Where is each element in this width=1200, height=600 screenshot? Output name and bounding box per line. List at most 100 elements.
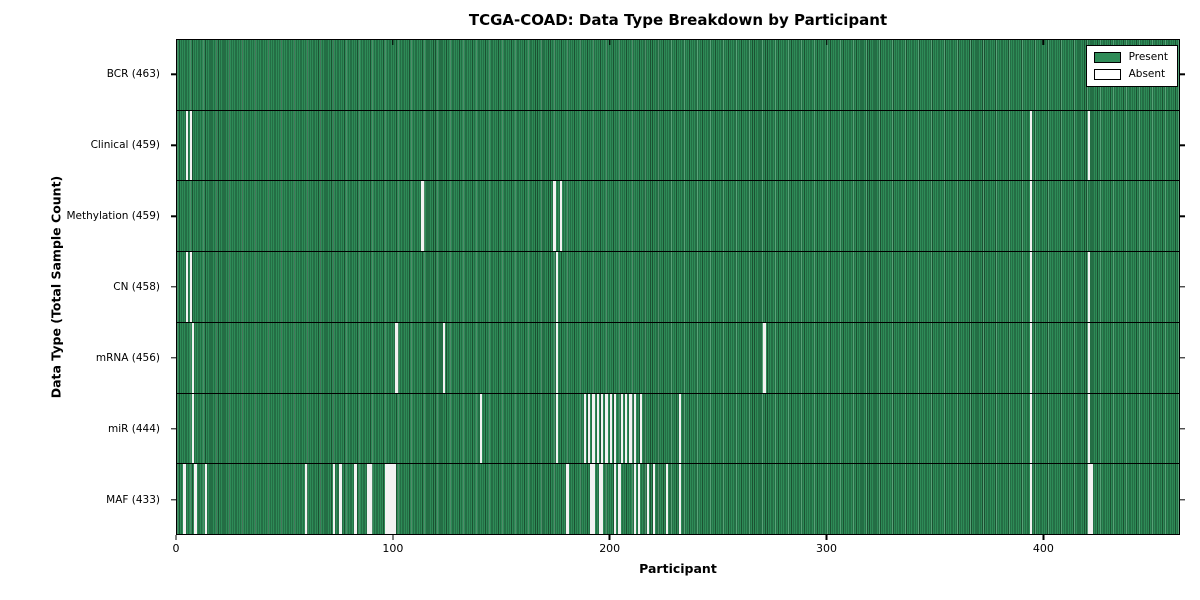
- y-tick-mark: [171, 428, 176, 430]
- y-tick-mark: [171, 286, 176, 288]
- data-row-BCR: [177, 40, 1179, 110]
- absent-stripe: [339, 464, 342, 535]
- x-axis-label: Participant: [639, 561, 717, 576]
- y-tick-mark: [171, 357, 176, 359]
- absent-stripe: [592, 464, 595, 535]
- absent-stripe: [183, 464, 186, 535]
- absent-swatch: [1093, 68, 1121, 80]
- absent-stripe: [391, 464, 394, 535]
- absent-stripe: [665, 464, 669, 535]
- x-tick-label: 400: [1032, 542, 1054, 555]
- absent-stripe: [1029, 393, 1032, 464]
- absent-stripe: [614, 393, 617, 464]
- y-tick-label: Methylation (459): [66, 210, 160, 223]
- absent-stripe: [624, 393, 628, 464]
- x-tick-label: 200: [599, 542, 621, 555]
- absent-stripe: [637, 464, 641, 535]
- absent-stripe: [555, 322, 558, 393]
- absent-stripe: [553, 181, 556, 252]
- y-tick-label: miR (444): [107, 422, 160, 435]
- absent-stripe: [629, 393, 632, 464]
- absent-stripe: [555, 393, 558, 464]
- chart-title: TCGA-COAD: Data Type Breakdown by Partic…: [468, 11, 888, 29]
- absent-stripe: [763, 322, 766, 393]
- absent-stripe: [1029, 110, 1032, 181]
- absent-stripe: [640, 393, 643, 464]
- legend-label-absent: Absent: [1128, 68, 1166, 80]
- x-tick-mark: [825, 535, 828, 540]
- absent-stripe: [633, 464, 636, 535]
- absent-stripe: [443, 322, 446, 393]
- y-tick-mark: [171, 73, 176, 76]
- top-tick-mark: [825, 40, 828, 45]
- absent-stripe: [678, 464, 682, 535]
- absent-stripe: [369, 464, 372, 535]
- absent-stripe: [384, 464, 388, 535]
- absent-stripe: [1029, 181, 1032, 252]
- absent-stripe: [479, 393, 483, 464]
- absent-stripe: [393, 464, 396, 535]
- y-axis-ticks-right: [1180, 39, 1185, 535]
- data-row-mRNA: [177, 321, 1179, 393]
- legend-item-absent: Absent: [1093, 68, 1168, 80]
- y-tick-mark: [1180, 215, 1185, 217]
- absent-stripe: [1087, 322, 1091, 393]
- top-tick-mark: [1042, 40, 1045, 45]
- absent-stripe: [601, 393, 604, 464]
- legend-label-present: Present: [1128, 51, 1168, 63]
- y-tick-mark: [1180, 286, 1185, 288]
- absent-stripe: [189, 252, 193, 322]
- top-tick-mark: [392, 40, 394, 45]
- x-axis-ticks-top: [176, 40, 1180, 45]
- top-tick-mark: [608, 40, 611, 45]
- data-row-CN: [177, 251, 1179, 322]
- data-row-Methylation: [177, 180, 1179, 252]
- absent-stripe: [614, 464, 617, 535]
- x-tick-label: 100: [382, 542, 404, 555]
- y-tick-mark: [1180, 144, 1185, 146]
- y-tick-label: mRNA (456): [95, 351, 160, 364]
- absent-stripe: [633, 393, 636, 464]
- y-tick-label: CN (458): [113, 281, 160, 293]
- y-tick-mark: [1180, 357, 1185, 359]
- y-tick-mark: [1180, 428, 1185, 430]
- absent-stripe: [596, 393, 600, 464]
- x-tick: 0: [173, 535, 180, 555]
- absent-stripe: [1087, 464, 1091, 535]
- data-row-Clinical: [177, 109, 1179, 181]
- y-tick-mark: [171, 215, 176, 217]
- absent-stripe: [605, 393, 608, 464]
- absent-stripe: [1029, 464, 1032, 535]
- absent-stripe: [367, 464, 370, 535]
- x-tick-mark: [392, 535, 394, 540]
- y-tick-mark: [1180, 73, 1185, 76]
- y-tick-label: Clinical (459): [90, 139, 160, 152]
- x-tick-label: 0: [172, 542, 180, 555]
- absent-stripe: [566, 464, 569, 535]
- y-tick-label: MAF (433): [106, 493, 160, 506]
- x-tick-label: 300: [816, 542, 838, 555]
- absent-stripe: [601, 464, 604, 535]
- absent-stripe: [354, 464, 357, 535]
- absent-stripe: [590, 464, 593, 535]
- absent-stripe: [588, 393, 591, 464]
- present-swatch: [1093, 51, 1121, 63]
- data-row-miR: [177, 392, 1179, 464]
- absent-stripe: [678, 393, 682, 464]
- legend-item-present: Present: [1093, 51, 1168, 63]
- y-tick-mark: [171, 498, 176, 501]
- absent-stripe: [421, 181, 424, 252]
- absent-stripe: [395, 322, 398, 393]
- absent-stripe: [304, 464, 307, 535]
- data-row-MAF: [177, 463, 1179, 535]
- plot-area: [176, 39, 1180, 535]
- y-tick-mark: [171, 144, 176, 146]
- x-tick-mark: [608, 535, 611, 540]
- absent-stripe: [598, 464, 602, 535]
- absent-stripe: [185, 252, 188, 322]
- absent-stripe: [609, 393, 613, 464]
- y-tick-mark: [1180, 498, 1185, 501]
- absent-stripe: [1087, 393, 1091, 464]
- x-tick: 300: [816, 535, 837, 555]
